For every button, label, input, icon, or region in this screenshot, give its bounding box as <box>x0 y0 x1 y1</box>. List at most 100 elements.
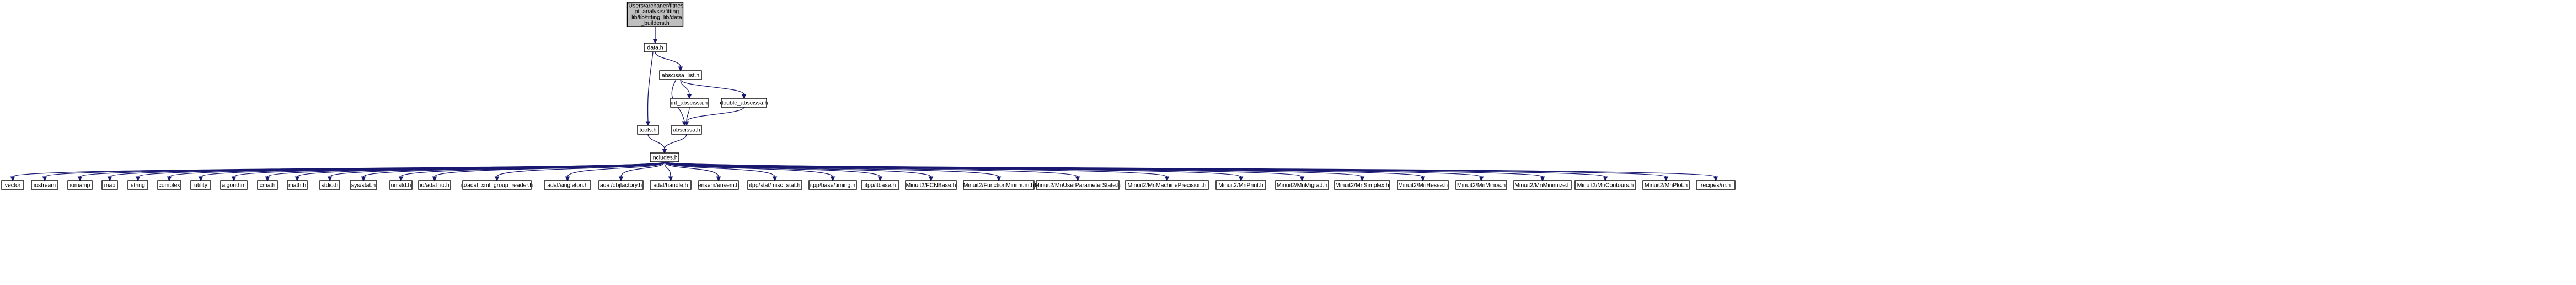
node-minuit-upstate[interactable]: Minuit2/MnUserParameterState.h <box>1035 180 1121 190</box>
edge-arrowhead <box>231 176 237 182</box>
node-label: iostream <box>34 182 56 188</box>
node-io-adal-io[interactable]: io/adal_io.h <box>418 180 451 190</box>
node-adal-singleton[interactable]: adal/singleton.h <box>544 180 591 190</box>
node-minuit-fcnbase[interactable]: Minuit2/FCNBase.h <box>905 180 957 190</box>
node-label: itpp/stat/misc_stat.h <box>749 182 801 188</box>
edge-arrowhead <box>830 176 836 182</box>
node-unistd[interactable]: unistd.h <box>389 180 413 190</box>
edge-arrowhead <box>687 94 692 99</box>
node-box <box>257 180 278 190</box>
edge-line <box>664 161 775 177</box>
node-adal-handle[interactable]: adal/handle.h <box>650 180 692 190</box>
node-minuit-contours[interactable]: Minuit2/MnContours.h <box>1574 180 1636 190</box>
node-box <box>67 180 93 190</box>
node-abscissa-list[interactable]: abscissa_list.h <box>659 70 702 80</box>
edge-arrowhead <box>1359 176 1365 182</box>
node-minuit-minimize[interactable]: Minuit2/MnMinimize.h <box>1513 180 1572 190</box>
node-box <box>287 180 308 190</box>
node-minuit-hesse[interactable]: Minuit2/MnHesse.h <box>1397 180 1449 190</box>
node-map[interactable]: map <box>101 180 118 190</box>
edge-arrowhead <box>1238 176 1244 182</box>
edge-includes-to-adal_objfactory <box>618 161 665 182</box>
node-stdio[interactable]: stdio.h <box>319 180 340 190</box>
node-label: itpp/itbase.h <box>865 182 896 188</box>
graph-edges <box>10 27 1718 182</box>
edge-includes-to-minuit_minos <box>664 161 1484 182</box>
edge-line <box>567 161 665 177</box>
edge-arrowhead <box>741 94 747 99</box>
node-box <box>721 98 767 108</box>
node-cmath[interactable]: cmath <box>257 180 278 190</box>
edge-includes-to-iomanip <box>77 161 665 182</box>
edge-arrowhead <box>565 176 570 182</box>
node-minuit-migrad[interactable]: Minuit2/MnMigrad.h <box>1275 180 1329 190</box>
node-label: data.h <box>647 44 663 51</box>
node-ensem[interactable]: ensem/ensem.h <box>698 180 740 190</box>
node-box <box>626 2 684 27</box>
edge-arrowhead <box>1420 176 1426 182</box>
node-algorithm[interactable]: algorithm <box>220 180 248 190</box>
node-math[interactable]: math.h <box>287 180 308 190</box>
node-box <box>1513 180 1572 190</box>
node-utility[interactable]: utility <box>190 180 211 190</box>
node-label: Minuit2/MnMachinePrecision.h <box>1128 182 1207 188</box>
node-adal-objfactory[interactable]: adal/objfactory.h <box>598 180 644 190</box>
node-box <box>418 180 451 190</box>
node-int-abscissa[interactable]: int_abscissa.h <box>670 98 709 108</box>
node-box <box>389 180 413 190</box>
node-data[interactable]: data.h <box>644 43 667 52</box>
node-label: utility <box>194 182 208 188</box>
node-iomanip[interactable]: iomanip <box>67 180 93 190</box>
node-sys-stat[interactable]: sys/stat.h <box>350 180 377 190</box>
node-label: adal/handle.h <box>653 182 688 188</box>
node-io-adal-xml[interactable]: io/adal_xml_group_reader.h <box>461 180 533 190</box>
node-minuit-minos[interactable]: Minuit2/MnMinos.h <box>1455 180 1507 190</box>
node-iostream[interactable]: iostream <box>31 180 58 190</box>
edge-includes-to-io_adal_xml <box>494 161 665 182</box>
node-complex[interactable]: complex <box>157 180 181 190</box>
node-box <box>905 180 957 190</box>
node-label: math.h <box>288 182 306 188</box>
node-label: Minuit2/MnMigrad.h <box>1277 182 1327 188</box>
node-box <box>350 180 377 190</box>
edge-root-to-data <box>652 27 658 44</box>
edge-double_abscissa-to-abscissa <box>684 107 745 126</box>
edge-arrowhead <box>1479 176 1484 182</box>
node-label: includes.h <box>651 154 677 161</box>
node-minuit-plot[interactable]: Minuit2/MnPlot.h <box>1642 180 1690 190</box>
edge-line <box>680 79 690 95</box>
node-string[interactable]: string <box>127 180 148 190</box>
edge-line <box>434 161 665 177</box>
node-itpp-itbase[interactable]: itpp/itbase.h <box>861 180 899 190</box>
node-box <box>1574 180 1636 190</box>
node-label: vector <box>5 182 21 188</box>
node-box <box>644 43 667 52</box>
edge-line <box>496 161 665 177</box>
edge-abscissa_list-to-double_abscissa <box>680 79 747 99</box>
node-double-abscissa[interactable]: double_abscissa.h <box>720 98 768 108</box>
node-label: cmath <box>260 182 276 188</box>
node-itpp-stat-misc[interactable]: itpp/stat/misc_stat.h <box>747 180 802 190</box>
node-minuit-fmin[interactable]: Minuit2/FunctionMinimum.h <box>963 180 1035 190</box>
node-abscissa[interactable]: abscissa.h <box>671 125 702 135</box>
node-minuit-simplex[interactable]: Minuit2/MnSimplex.h <box>1334 180 1390 190</box>
graph-nodes: /Users/archaner/fitnes_pt_analysis/fitti… <box>1 2 1736 190</box>
node-label: _lib/lib/fitting_lib/data <box>628 14 682 21</box>
node-minuit-machprec[interactable]: Minuit2/MnMachinePrecision.h <box>1125 180 1209 190</box>
node-label: Minuit2/FCNBase.h <box>906 182 956 188</box>
node-itpp-timing[interactable]: itpp/base/timing.h <box>808 180 857 190</box>
node-label: string <box>131 182 145 188</box>
node-recipes-nr[interactable]: recipes/nr.h <box>1696 180 1736 190</box>
edge-data-to-tools <box>645 51 654 126</box>
edge-arrowhead <box>652 39 658 44</box>
node-tools[interactable]: tools.h <box>637 125 659 135</box>
node-minuit-print[interactable]: Minuit2/MnPrint.h <box>1215 180 1266 190</box>
edge-data-to-abscissa_list <box>655 51 683 72</box>
edge-includes-to-minuit_hesse <box>664 161 1426 182</box>
node-vector[interactable]: vector <box>1 180 24 190</box>
edge-line <box>647 134 665 150</box>
edge-arrowhead <box>662 149 667 154</box>
node-includes[interactable]: includes.h <box>650 152 679 162</box>
node-label: map <box>104 182 116 188</box>
